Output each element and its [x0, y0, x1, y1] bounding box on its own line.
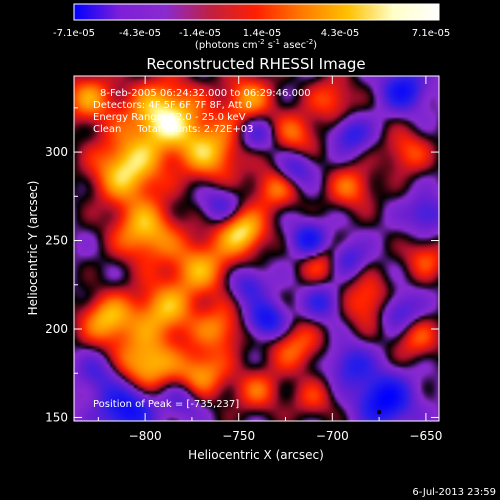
y-axis-label: Heliocentric Y (arcsec) [26, 181, 40, 316]
colorbar-tick-label: 7.1e-05 [412, 28, 450, 39]
y-tick-label: 300 [45, 145, 68, 159]
annotation-detectors: Detectors: 4F 5F 6F 7F 8F, Att 0 [93, 100, 252, 111]
annotation-time-range: 8-Feb-2005 06:24:32.000 to 06:29:46.000 [100, 88, 311, 99]
colorbar-tick-label: -4.3e-05 [119, 28, 161, 39]
axis-ticks: −800 −750 −700 −650 150 200 250 300 [45, 76, 442, 443]
annotation-clean-counts: Clean Total counts: 2.72E+03 [93, 124, 253, 135]
plot-frame [73, 75, 440, 422]
peak-position-label: Position of Peak = [-735,237] [93, 399, 239, 410]
annotation-block: 8-Feb-2005 06:24:32.000 to 06:29:46.000 … [93, 88, 311, 135]
y-tick-label: 250 [45, 234, 68, 248]
chart-title: Reconstructed RHESSI Image [146, 55, 365, 73]
annotation-energy-range: Energy Range: 12.0 - 25.0 keV [93, 112, 246, 123]
x-tick-label: −800 [129, 429, 162, 443]
colorbar-units: (photons cm-2 s-1 asec-2) [195, 38, 317, 51]
heatmap-image [74, 76, 439, 421]
x-tick-label: −750 [222, 429, 255, 443]
x-tick-label: −700 [316, 429, 349, 443]
colorbar-ticks: -7.1e-05 -4.3e-05 -1.4e-05 1.4e-05 4.3e-05 7.… [53, 28, 450, 39]
x-tick-label: −650 [409, 429, 442, 443]
colorbar-tick-label: 4.3e-05 [321, 28, 359, 39]
colorbar-tick-label: -1.4e-05 [179, 28, 221, 39]
colorbar-tick-label: -7.1e-05 [53, 28, 95, 39]
x-axis-label: Heliocentric X (arcsec) [188, 448, 324, 462]
y-tick-label: 200 [45, 322, 68, 336]
colorbar [73, 3, 440, 21]
colorbar-tick-label: 1.4e-05 [243, 28, 281, 39]
y-tick-label: 150 [45, 410, 68, 424]
peak-marker [376, 409, 382, 415]
date-stamp: 6-Jul-2013 23:59 [412, 487, 496, 498]
